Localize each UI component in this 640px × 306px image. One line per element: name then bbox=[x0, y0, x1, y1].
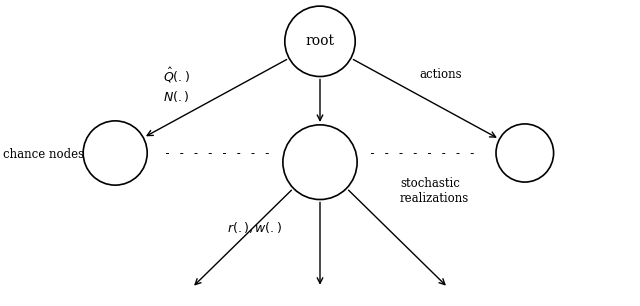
Text: - - - - - - - -: - - - - - - - - bbox=[164, 147, 271, 160]
Text: $N(.)$: $N(.)$ bbox=[163, 89, 189, 104]
Text: stochastic
realizations: stochastic realizations bbox=[400, 177, 469, 205]
Text: $r(.), w(.)$: $r(.), w(.)$ bbox=[227, 220, 282, 236]
Ellipse shape bbox=[285, 6, 355, 77]
Text: $\hat{Q}(.)$: $\hat{Q}(.)$ bbox=[163, 65, 190, 84]
Text: actions: actions bbox=[419, 69, 462, 81]
Text: - - - - - - - -: - - - - - - - - bbox=[369, 147, 476, 160]
Ellipse shape bbox=[283, 125, 357, 200]
Ellipse shape bbox=[496, 124, 554, 182]
Text: root: root bbox=[305, 34, 335, 48]
Text: chance nodes: chance nodes bbox=[3, 148, 84, 161]
Ellipse shape bbox=[83, 121, 147, 185]
